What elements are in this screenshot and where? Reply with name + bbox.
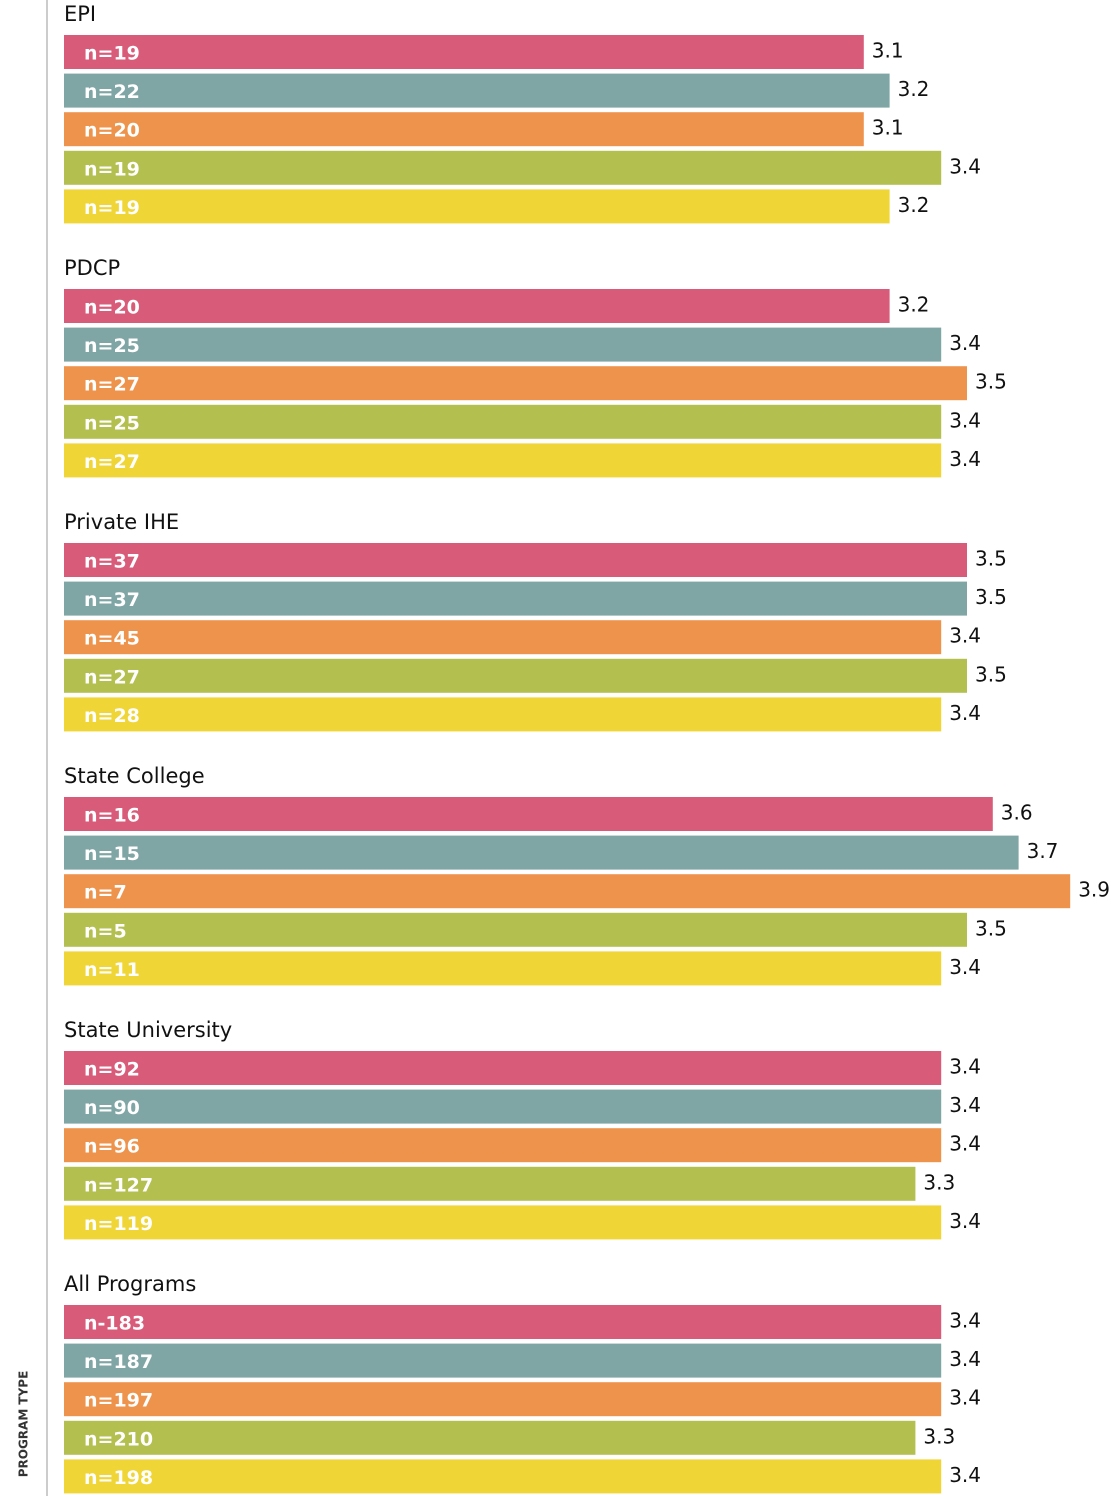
bar <box>64 1128 942 1163</box>
bar-label: n=19 <box>84 197 140 219</box>
value-label: 3.4 <box>949 1463 981 1487</box>
bar-label: n=92 <box>84 1059 140 1081</box>
bar-label: n=27 <box>84 451 140 473</box>
bar-label: n=45 <box>84 628 140 650</box>
value-label: 3.4 <box>949 955 981 979</box>
bar <box>64 35 864 69</box>
bar-label: n=27 <box>84 666 140 688</box>
bar-label: n=5 <box>84 920 127 942</box>
bar-label: n=37 <box>84 589 140 611</box>
bar-label: n=96 <box>84 1136 140 1158</box>
bar-label: n=198 <box>84 1467 153 1489</box>
bar <box>64 874 1071 909</box>
bar-label: n=16 <box>84 805 140 827</box>
value-label: 3.3 <box>923 1170 955 1194</box>
bar <box>64 912 967 947</box>
bar-label: n=37 <box>84 551 140 573</box>
bar-label: n=19 <box>84 43 140 65</box>
bar-label: n=11 <box>84 959 140 981</box>
group-title: State University <box>64 1018 232 1042</box>
bar <box>64 327 942 362</box>
value-label: 3.2 <box>898 193 930 217</box>
value-label: 3.5 <box>975 916 1007 940</box>
bar-label: n=127 <box>84 1174 153 1196</box>
bar <box>64 73 890 108</box>
bar <box>64 581 967 616</box>
value-label: 3.5 <box>975 547 1007 571</box>
bar <box>64 1089 942 1124</box>
bar-label: n=20 <box>84 297 140 319</box>
value-label: 3.4 <box>949 624 981 648</box>
bar <box>64 658 967 693</box>
bar <box>64 951 942 986</box>
bar-label: n=15 <box>84 843 140 865</box>
bar-label: n=25 <box>84 412 140 434</box>
axis-label: PROGRAM TYPE <box>17 1371 31 1478</box>
bar <box>64 1205 942 1240</box>
bar-label: n=187 <box>84 1351 153 1373</box>
bar <box>64 366 967 401</box>
bar-label: n=119 <box>84 1213 153 1235</box>
value-label: 3.4 <box>949 1386 981 1410</box>
value-label: 3.4 <box>949 154 981 178</box>
group-title: PDCP <box>64 256 120 280</box>
value-label: 3.4 <box>949 701 981 725</box>
group-title: All Programs <box>64 1272 196 1296</box>
bar <box>64 797 993 831</box>
bar-label: n=28 <box>84 705 140 727</box>
bar <box>64 112 864 147</box>
bar <box>64 443 942 478</box>
bar-label: n=20 <box>84 120 140 142</box>
group-title: Private IHE <box>64 510 179 534</box>
value-label: 3.5 <box>975 662 1007 686</box>
bar <box>64 620 942 655</box>
bar-label: n=7 <box>84 882 127 904</box>
value-label: 3.1 <box>872 116 904 140</box>
value-label: 3.9 <box>1078 878 1110 902</box>
bar-label: n=25 <box>84 335 140 357</box>
bar <box>64 404 942 439</box>
value-label: 3.5 <box>975 585 1007 609</box>
value-label: 3.7 <box>1027 839 1059 863</box>
bar <box>64 1382 942 1417</box>
value-label: 3.4 <box>949 1093 981 1117</box>
value-label: 3.4 <box>949 331 981 355</box>
bar-label: n=19 <box>84 158 140 180</box>
bar <box>64 189 890 224</box>
bar <box>64 289 890 323</box>
bar <box>64 1166 916 1201</box>
bar-label: n=197 <box>84 1390 153 1412</box>
value-label: 3.2 <box>898 293 930 317</box>
value-label: 3.4 <box>949 1347 981 1371</box>
bar-label: n=22 <box>84 81 140 103</box>
group-title: State College <box>64 764 205 788</box>
value-label: 3.4 <box>949 1055 981 1079</box>
bar-label: n-183 <box>84 1313 145 1335</box>
bar-label: n=210 <box>84 1428 153 1450</box>
value-label: 3.2 <box>898 77 930 101</box>
bar <box>64 835 1019 870</box>
bar <box>64 1459 942 1494</box>
bar <box>64 1420 916 1455</box>
bar <box>64 1051 942 1085</box>
bar-label: n=90 <box>84 1097 140 1119</box>
value-label: 3.4 <box>949 408 981 432</box>
value-label: 3.3 <box>923 1424 955 1448</box>
bar <box>64 543 967 577</box>
bar <box>64 1305 942 1339</box>
value-label: 3.4 <box>949 1132 981 1156</box>
group-title: EPI <box>64 2 96 26</box>
bar <box>64 1343 942 1378</box>
bar <box>64 150 942 185</box>
value-label: 3.4 <box>949 1209 981 1233</box>
value-label: 3.4 <box>949 447 981 471</box>
value-label: 3.6 <box>1001 801 1033 825</box>
value-label: 3.4 <box>949 1309 981 1333</box>
bar <box>64 697 942 732</box>
value-label: 3.5 <box>975 370 1007 394</box>
value-label: 3.1 <box>872 39 904 63</box>
bar-label: n=27 <box>84 374 140 396</box>
